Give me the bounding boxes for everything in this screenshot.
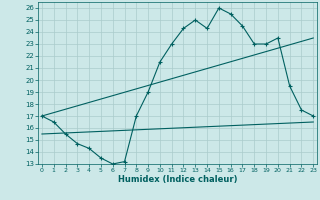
X-axis label: Humidex (Indice chaleur): Humidex (Indice chaleur) xyxy=(118,175,237,184)
